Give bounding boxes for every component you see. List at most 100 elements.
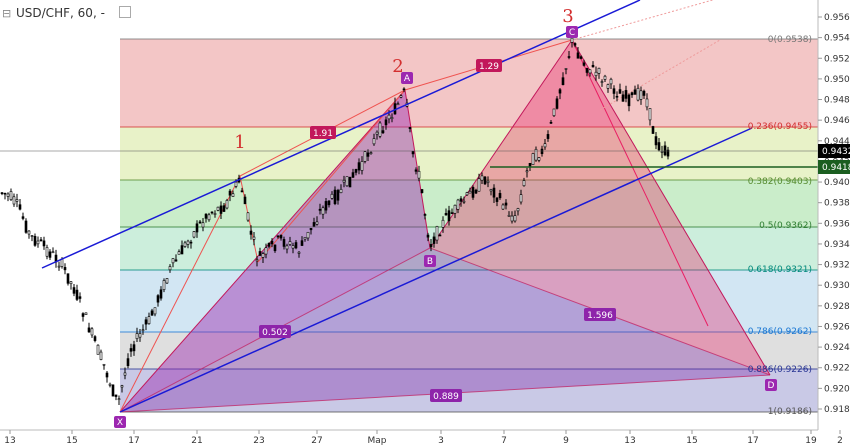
candle-body xyxy=(666,149,670,157)
minus-square-icon[interactable]: ⊟ xyxy=(2,7,12,20)
candle-body xyxy=(426,234,430,238)
ratio-label: 1.91 xyxy=(313,129,333,139)
wave-number: 1 xyxy=(234,132,245,153)
candle-body xyxy=(627,94,631,107)
candle-body xyxy=(531,153,535,165)
point-label-bg xyxy=(114,416,126,428)
candle-body xyxy=(603,75,607,80)
candle-body xyxy=(459,198,463,202)
candle-body xyxy=(540,148,544,154)
candle-body xyxy=(399,95,403,98)
candle-body xyxy=(579,56,583,59)
candle-body xyxy=(159,289,163,299)
candle-body xyxy=(291,245,295,249)
wave1-lines xyxy=(119,0,721,413)
candle-body xyxy=(375,131,379,135)
candle-body xyxy=(267,242,271,247)
channel-lower[interactable] xyxy=(119,127,753,413)
candle-body xyxy=(396,103,400,106)
candles[interactable] xyxy=(0,37,670,406)
fib-label: 0.5(0.9362) xyxy=(759,221,812,231)
candle-body xyxy=(252,236,256,240)
fib-label: 0.236(0.9455) xyxy=(748,122,812,132)
candle-body xyxy=(414,169,418,172)
candle-body xyxy=(108,383,112,386)
candle-body xyxy=(591,64,595,68)
point-label-bg xyxy=(765,379,777,391)
candle-body xyxy=(303,237,307,240)
candle-body xyxy=(45,247,49,257)
candle-body xyxy=(156,295,160,303)
candle-body xyxy=(249,230,253,235)
chart-bars-icon[interactable] xyxy=(119,6,131,18)
candle-body xyxy=(39,239,43,242)
x-tick-label: 13 xyxy=(4,436,15,446)
candle-body xyxy=(126,358,130,367)
candle-body xyxy=(504,202,508,206)
candle-body xyxy=(144,319,148,325)
point-label: A xyxy=(404,74,411,84)
candle-body xyxy=(36,240,40,245)
pattern-line-xa xyxy=(119,89,406,413)
candle-body xyxy=(333,189,337,204)
wave-number: 3 xyxy=(562,6,573,27)
candle-body xyxy=(213,213,217,215)
candle-body xyxy=(3,192,7,195)
candle-body xyxy=(300,240,304,246)
candle-body xyxy=(147,316,151,325)
candle-body xyxy=(543,143,547,148)
x-tick-label: Мар xyxy=(368,436,387,446)
price-tag-bg xyxy=(818,160,850,174)
candle-body xyxy=(519,194,523,203)
candle-body xyxy=(537,157,541,161)
candle-body xyxy=(657,142,661,151)
wave-number: 2 xyxy=(392,56,403,77)
candle-body xyxy=(597,67,601,74)
candle-body xyxy=(153,307,157,315)
candle-body xyxy=(162,280,166,290)
candle-body xyxy=(633,89,637,95)
candle-body xyxy=(183,242,187,247)
fib-label: 0.618(0.9321) xyxy=(748,265,812,275)
candle-body xyxy=(336,190,340,201)
fib-label: 0.786(0.9262) xyxy=(748,327,812,337)
x-axis[interactable]: 13 15 17 21 23 27 Мар 3 7 9 13 15 17 19 2 xyxy=(0,429,850,447)
candle-body xyxy=(138,333,142,338)
candle-body xyxy=(318,208,322,211)
candle-body xyxy=(513,215,517,222)
candle-body xyxy=(471,187,475,198)
ratio-label: 1.29 xyxy=(479,62,499,72)
price-tags: 0.9432 0.9418 xyxy=(818,144,850,174)
ratio-labels: 1.91 1.29 0.502 1.596 0.889 xyxy=(259,59,616,402)
candle-body xyxy=(120,385,124,388)
ratio-label: 0.889 xyxy=(433,392,459,402)
candle-body xyxy=(225,200,229,209)
candle-body xyxy=(18,204,22,210)
fib-label: 0.382(0.9403) xyxy=(748,177,812,187)
candle-body xyxy=(285,245,289,250)
candle-body xyxy=(564,68,568,70)
candle-body xyxy=(171,258,175,264)
point-label: B xyxy=(427,257,433,267)
x-tick-label: 17 xyxy=(747,436,758,446)
candle-body xyxy=(369,152,373,154)
candle-body xyxy=(246,212,250,221)
candle-body xyxy=(60,258,64,267)
channel-lines[interactable] xyxy=(41,0,753,413)
candle-body xyxy=(210,211,214,214)
candle-body xyxy=(594,71,598,76)
channel-upper[interactable] xyxy=(41,0,641,269)
candle-body xyxy=(378,122,382,137)
candle-body xyxy=(402,88,406,91)
candle-body xyxy=(48,251,52,258)
fib-zones xyxy=(120,39,818,412)
candle-body xyxy=(600,81,604,83)
fib-label: 1(0.9186) xyxy=(768,407,812,417)
candle-body xyxy=(387,114,391,120)
